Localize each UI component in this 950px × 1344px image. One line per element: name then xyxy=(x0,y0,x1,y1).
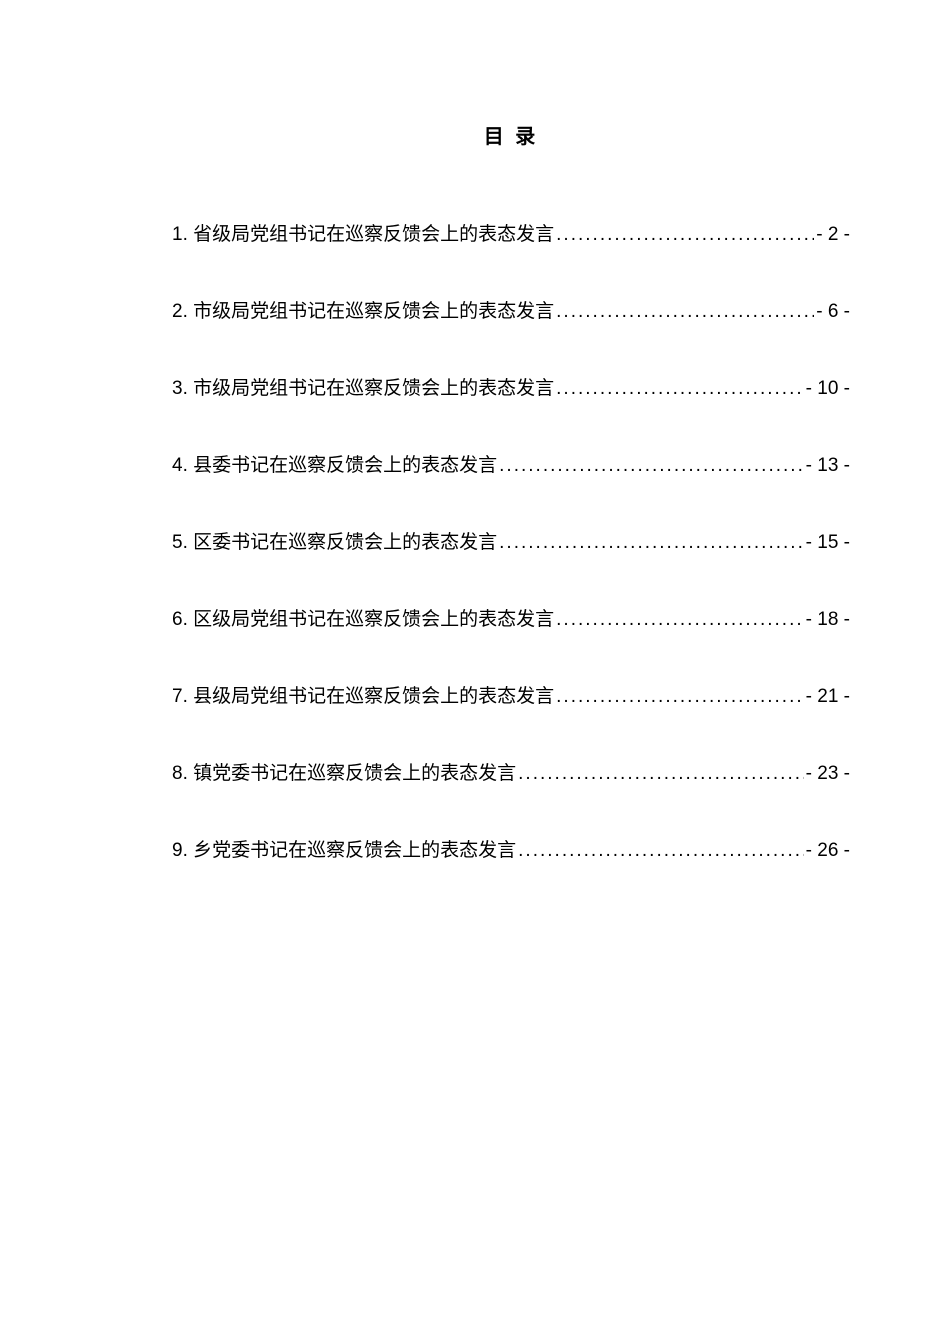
toc-item: 1. 省级局党组书记在巡察反馈会上的表态发言 - 2 - xyxy=(172,219,850,246)
toc-dots xyxy=(556,378,804,400)
toc-page-number: - 23 - xyxy=(806,763,850,785)
toc-page-number: - 2 - xyxy=(816,224,850,246)
toc-page-number: - 18 - xyxy=(806,609,850,631)
toc-item: 2. 市级局党组书记在巡察反馈会上的表态发言 - 6 - xyxy=(172,296,850,323)
toc-item-text: 5. 区委书记在巡察反馈会上的表态发言 xyxy=(172,527,497,554)
toc-item: 4. 县委书记在巡察反馈会上的表态发言 - 13 - xyxy=(172,450,850,477)
toc-dots xyxy=(518,840,804,862)
toc-page-number: - 21 - xyxy=(806,686,850,708)
toc-item-text: 4. 县委书记在巡察反馈会上的表态发言 xyxy=(172,450,497,477)
toc-list: 1. 省级局党组书记在巡察反馈会上的表态发言 - 2 - 2. 市级局党组书记在巡察… xyxy=(172,219,850,862)
toc-dots xyxy=(518,763,804,785)
toc-dots xyxy=(556,609,804,631)
toc-item: 6. 区级局党组书记在巡察反馈会上的表态发言 - 18 - xyxy=(172,604,850,631)
toc-item-text: 8. 镇党委书记在巡察反馈会上的表态发言 xyxy=(172,758,516,785)
toc-item-text: 6. 区级局党组书记在巡察反馈会上的表态发言 xyxy=(172,604,554,631)
toc-item-text: 1. 省级局党组书记在巡察反馈会上的表态发言 xyxy=(172,219,554,246)
toc-item-text: 7. 县级局党组书记在巡察反馈会上的表态发言 xyxy=(172,681,554,708)
toc-item-text: 9. 乡党委书记在巡察反馈会上的表态发言 xyxy=(172,835,516,862)
toc-item: 8. 镇党委书记在巡察反馈会上的表态发言 - 23 - xyxy=(172,758,850,785)
toc-dots xyxy=(556,224,814,246)
toc-item: 9. 乡党委书记在巡察反馈会上的表态发言 - 26 - xyxy=(172,835,850,862)
toc-item: 3. 市级局党组书记在巡察反馈会上的表态发言 - 10 - xyxy=(172,373,850,400)
toc-item-text: 3. 市级局党组书记在巡察反馈会上的表态发言 xyxy=(172,373,554,400)
toc-title: 目 录 xyxy=(172,120,850,149)
toc-page-number: - 26 - xyxy=(806,840,850,862)
toc-page-number: - 10 - xyxy=(806,378,850,400)
toc-dots xyxy=(499,532,804,554)
toc-page-number: - 6 - xyxy=(816,301,850,323)
toc-dots xyxy=(556,686,804,708)
toc-dots xyxy=(499,455,804,477)
toc-page-number: - 13 - xyxy=(806,455,850,477)
toc-item: 5. 区委书记在巡察反馈会上的表态发言 - 15 - xyxy=(172,527,850,554)
toc-dots xyxy=(556,301,814,323)
toc-item: 7. 县级局党组书记在巡察反馈会上的表态发言 - 21 - xyxy=(172,681,850,708)
toc-item-text: 2. 市级局党组书记在巡察反馈会上的表态发言 xyxy=(172,296,554,323)
toc-page-number: - 15 - xyxy=(806,532,850,554)
